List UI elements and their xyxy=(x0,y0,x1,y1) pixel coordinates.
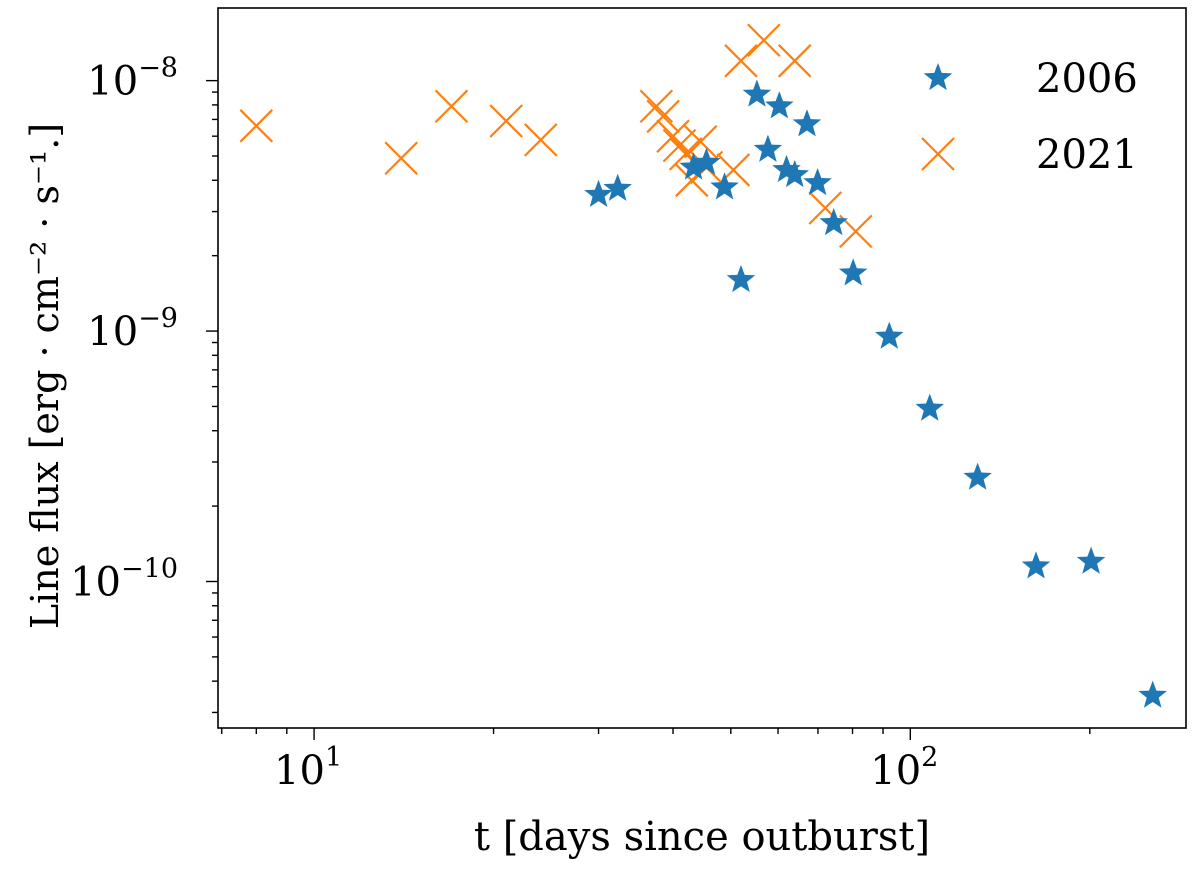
x-axis-label: t [days since outburst] xyxy=(474,814,930,860)
point-2021 xyxy=(777,44,812,78)
plot-area: 101 102 10−10 10−9 10−8 xyxy=(70,7,1187,794)
point-2006 xyxy=(584,179,613,207)
point-2006 xyxy=(792,109,822,137)
point-2006 xyxy=(753,134,783,162)
point-2021 xyxy=(646,99,680,134)
point-2006 xyxy=(838,258,868,286)
point-2021 xyxy=(747,23,781,57)
point-2006 xyxy=(875,321,904,349)
x-tick-label: 102 xyxy=(870,742,938,794)
data-points xyxy=(239,23,1167,708)
point-2006 xyxy=(819,208,848,236)
legend-item-2021: 2021 xyxy=(921,132,1138,178)
point-2006 xyxy=(603,173,632,201)
point-2006 xyxy=(963,462,992,490)
point-2021 xyxy=(489,104,523,138)
point-2006 xyxy=(726,264,756,293)
legend-marker-2006 xyxy=(923,63,953,91)
point-2006 xyxy=(1138,680,1167,708)
legend-marker-2021 xyxy=(921,137,955,171)
point-2006 xyxy=(915,393,945,421)
point-2006 xyxy=(710,172,739,200)
point-2021 xyxy=(724,44,758,78)
point-2006 xyxy=(679,152,708,180)
y-tick-label: 10−8 xyxy=(87,53,178,105)
point-2021 xyxy=(384,141,418,175)
legend: 2006 2021 xyxy=(921,56,1138,178)
y-tick-label: 10−9 xyxy=(87,303,178,355)
point-2021 xyxy=(838,214,873,249)
point-2006 xyxy=(742,79,772,107)
legend-label: 2021 xyxy=(1036,132,1138,178)
point-2021 xyxy=(523,123,558,157)
point-2006 xyxy=(1076,546,1106,574)
legend-label: 2006 xyxy=(1036,56,1138,102)
point-2006 xyxy=(1021,551,1051,579)
point-2006 xyxy=(780,159,810,188)
plot-frame xyxy=(217,7,1187,729)
legend-item-2006: 2006 xyxy=(923,56,1138,102)
point-2021 xyxy=(434,89,469,124)
point-2006 xyxy=(765,91,794,119)
point-2006 xyxy=(692,147,721,175)
y-axis-label: Line flux [erg · cm⁻² · s⁻¹.] xyxy=(23,123,67,629)
point-2021 xyxy=(239,109,274,143)
series-2006 xyxy=(584,79,1167,708)
point-2006 xyxy=(803,168,832,196)
axis-ticks: 101 102 10−10 10−9 10−8 xyxy=(70,53,1091,794)
y-tick-label: 10−10 xyxy=(70,553,178,605)
point-2021 xyxy=(656,119,690,153)
point-2021 xyxy=(639,89,674,124)
point-2006 xyxy=(772,154,801,183)
x-tick-label: 101 xyxy=(274,742,342,794)
point-2021 xyxy=(662,128,697,163)
